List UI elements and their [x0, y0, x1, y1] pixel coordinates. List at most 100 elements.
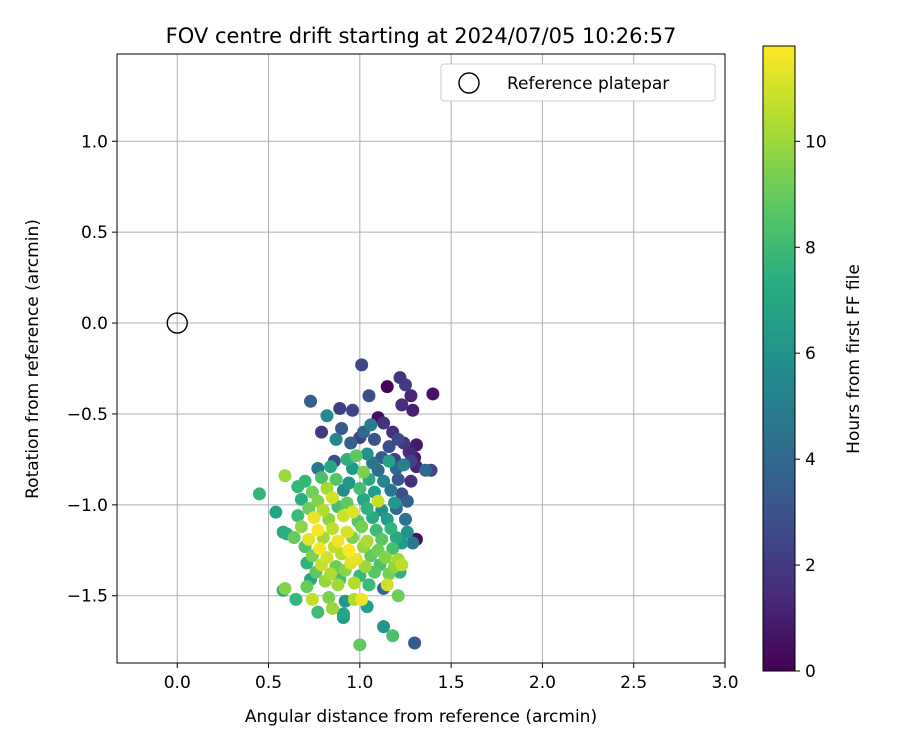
data-point — [367, 432, 381, 446]
data-point — [287, 531, 301, 545]
data-point — [382, 440, 396, 454]
data-point — [320, 409, 334, 423]
data-point — [397, 458, 411, 472]
data-point — [406, 403, 420, 417]
data-point — [386, 629, 400, 643]
data-point — [342, 543, 356, 557]
data-point — [355, 358, 369, 372]
data-point — [382, 454, 396, 468]
colorbar-tick-label: 4 — [805, 450, 816, 470]
data-point — [406, 536, 420, 550]
x-tick-label: 2.0 — [529, 673, 556, 693]
data-point — [311, 523, 325, 537]
x-axis-ticks: 0.0 0.5 1.0 1.5 2.0 2.5 3.0 — [164, 663, 739, 693]
data-point — [391, 432, 405, 446]
data-point — [335, 421, 349, 435]
data-point — [347, 576, 361, 590]
data-point — [426, 387, 440, 401]
data-point — [344, 436, 358, 450]
colorbar-tick-label: 0 — [805, 662, 816, 682]
y-axis-ticks: 1.0 0.5 0.0 −0.5 −1.0 −1.5 — [67, 132, 117, 607]
data-point — [360, 501, 374, 515]
data-point — [324, 460, 338, 474]
data-point — [322, 591, 336, 605]
data-point — [314, 471, 328, 485]
data-point — [360, 447, 374, 461]
data-point — [342, 476, 356, 490]
data-point — [305, 592, 319, 606]
data-point — [331, 534, 345, 548]
data-point — [269, 505, 283, 519]
colorbar-label: Hours from first FF file — [844, 264, 864, 454]
data-point — [304, 394, 318, 408]
data-point — [291, 509, 305, 523]
data-point — [404, 474, 418, 488]
data-point — [329, 472, 343, 486]
data-point — [386, 541, 400, 555]
data-point — [353, 481, 367, 495]
data-point — [388, 496, 402, 510]
data-point — [358, 560, 372, 574]
data-point — [333, 401, 347, 415]
data-point — [314, 425, 328, 439]
data-point — [377, 474, 391, 488]
x-tick-label: 0.5 — [255, 673, 282, 693]
data-point — [313, 541, 327, 555]
data-point — [325, 601, 339, 615]
plot-frame — [116, 53, 726, 664]
data-point — [291, 480, 305, 494]
data-point — [294, 492, 308, 506]
data-point — [400, 525, 414, 539]
colorbar-ticks: 0 2 4 6 8 10 — [795, 132, 827, 682]
data-point — [325, 491, 339, 505]
reference-marker — [166, 312, 188, 334]
x-tick-label: 2.5 — [620, 673, 647, 693]
data-point — [362, 578, 376, 592]
data-point — [380, 380, 394, 394]
data-point — [371, 494, 385, 508]
data-point — [356, 465, 370, 479]
x-axis-label: Angular distance from reference (arcmin) — [245, 707, 597, 727]
data-point — [353, 638, 367, 652]
colorbar-tick-label: 8 — [805, 238, 816, 258]
data-point — [384, 483, 398, 497]
data-point — [395, 398, 409, 412]
data-point — [307, 511, 321, 525]
x-tick-label: 0.0 — [164, 673, 191, 693]
data-point — [349, 449, 363, 463]
data-point — [400, 494, 414, 508]
colorbar-gradient — [762, 45, 796, 672]
data-point — [320, 551, 334, 565]
data-point — [355, 592, 369, 606]
y-tick-label: 0.0 — [81, 314, 108, 334]
data-point — [384, 521, 398, 535]
data-point — [349, 552, 363, 566]
data-point — [346, 403, 360, 417]
data-point — [377, 416, 391, 430]
data-point — [278, 581, 292, 595]
data-point — [329, 432, 343, 446]
y-axis-label: Rotation from reference (arcmin) — [23, 219, 43, 499]
colorbar-tick-label: 10 — [805, 132, 827, 152]
y-tick-label: −1.5 — [67, 587, 108, 607]
data-point — [331, 578, 345, 592]
data-point — [398, 378, 412, 392]
colorbar-tick-label: 6 — [805, 344, 816, 364]
x-tick-label: 1.5 — [438, 673, 465, 693]
y-tick-label: −1.0 — [67, 496, 108, 516]
legend: Reference platepar — [440, 63, 716, 102]
data-point — [346, 505, 360, 519]
data-point — [289, 592, 303, 606]
y-tick-label: −0.5 — [67, 405, 108, 425]
x-tick-label: 3.0 — [711, 673, 738, 693]
data-point — [340, 525, 354, 539]
data-point — [419, 463, 433, 477]
data-point — [300, 580, 314, 594]
data-point — [336, 607, 350, 621]
reference-platepar-marker — [166, 312, 188, 334]
data-point — [360, 534, 374, 548]
legend-marker — [458, 72, 480, 94]
y-tick-label: 1.0 — [81, 132, 108, 152]
grid-lines — [117, 54, 726, 663]
